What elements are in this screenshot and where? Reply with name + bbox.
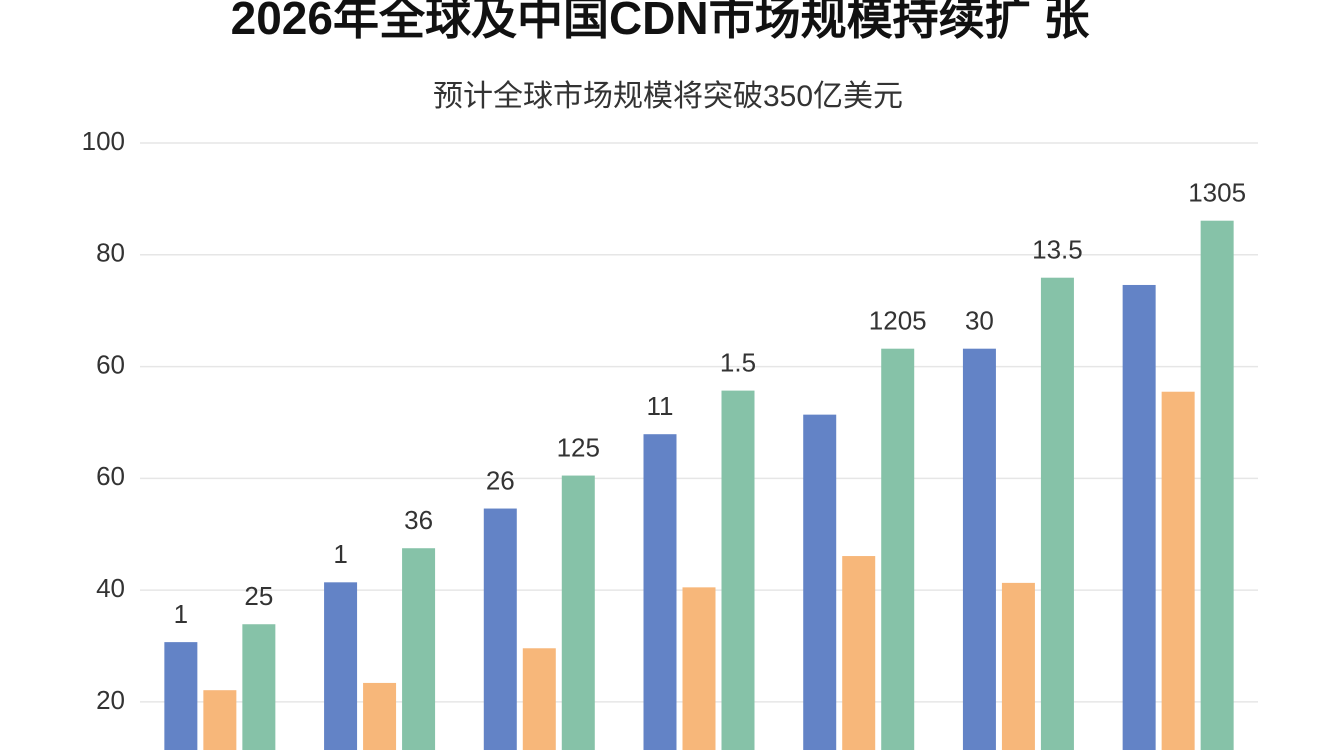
y-tick-label: 20 — [96, 685, 125, 715]
bar — [402, 548, 436, 750]
bar-annotation: 1 — [174, 599, 188, 629]
y-tick-label: 60 — [96, 461, 125, 491]
bar-annotation: 1.5 — [720, 347, 756, 377]
bar — [721, 390, 755, 750]
bar-annotation: 13.5 — [1032, 235, 1083, 265]
bar — [643, 434, 677, 750]
bar-annotation: 125 — [557, 432, 600, 462]
bar-annotation: 25 — [244, 581, 273, 611]
bar-annotation: 26 — [486, 465, 515, 495]
bar — [164, 642, 198, 750]
bar-annotation: 30 — [965, 306, 994, 336]
bar — [242, 624, 276, 750]
y-tick-label: 100 — [82, 126, 125, 156]
bar-annotation: 11 — [647, 391, 674, 421]
bar — [1122, 284, 1156, 750]
y-tick-label: 60 — [96, 349, 125, 379]
bar — [842, 556, 876, 750]
bar-annotation: 1305 — [1188, 178, 1246, 208]
bar — [324, 582, 358, 750]
bar — [522, 648, 556, 750]
bar — [1040, 277, 1074, 750]
y-tick-label: 40 — [96, 573, 125, 603]
bar — [682, 587, 716, 750]
bar-annotation: 1205 — [869, 306, 927, 336]
bar-annotation: 36 — [404, 505, 433, 535]
bar-annotation: 1 — [333, 539, 347, 569]
bar — [483, 508, 517, 750]
bar — [363, 682, 397, 750]
bar — [962, 348, 996, 750]
bar — [881, 348, 915, 750]
y-tick-label: 80 — [96, 238, 125, 268]
bar — [1200, 220, 1234, 750]
bar — [1001, 582, 1035, 750]
bar — [1161, 391, 1195, 750]
chart-subtitle: 预计全球市场规模将突破350亿美元 — [433, 80, 903, 113]
bar — [561, 475, 595, 750]
bar — [803, 414, 837, 750]
bar — [203, 690, 237, 750]
chart-title: 2026年全球及中国CDN市场规模持续扩 张 — [231, 0, 1090, 44]
